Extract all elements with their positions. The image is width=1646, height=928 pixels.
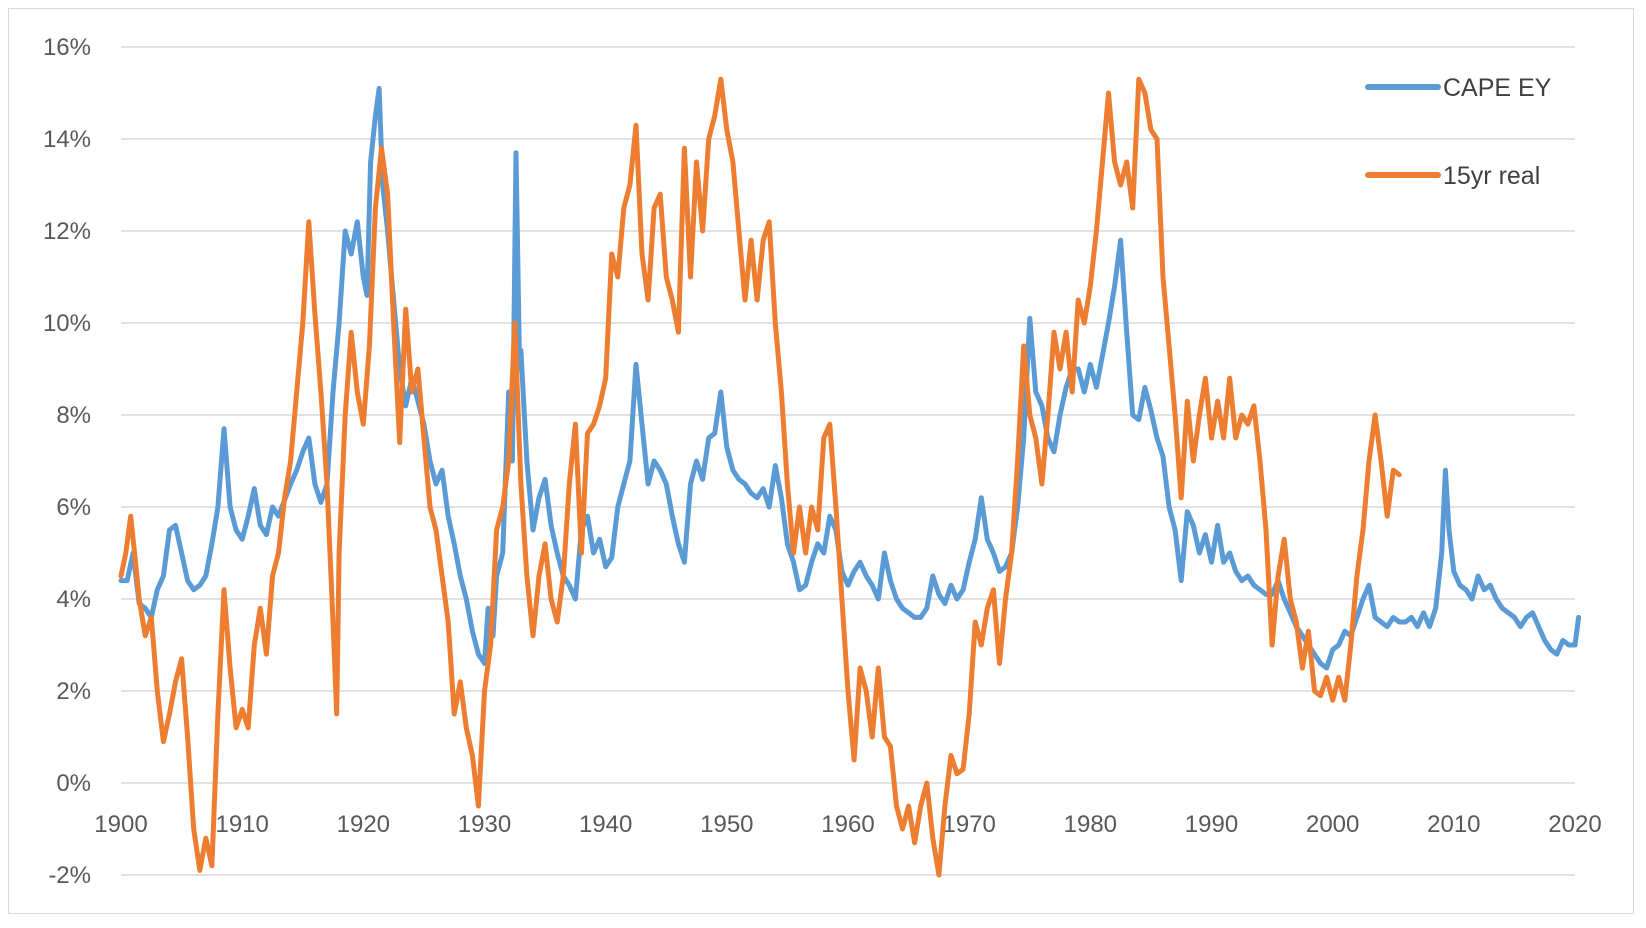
y-tick-label: 2% bbox=[56, 678, 91, 705]
series-line-1 bbox=[118, 76, 1402, 878]
y-tick-label: 16% bbox=[43, 34, 91, 61]
x-tick-label: 1930 bbox=[458, 811, 511, 838]
legend-label: 15yr real bbox=[1443, 162, 1540, 190]
x-axis-ticks: 1900 1910 1920 1930 1940 1950 1960 1970 1980 1990… bbox=[94, 811, 1601, 838]
x-tick-label: 1960 bbox=[821, 811, 874, 838]
x-tick-label: 2010 bbox=[1427, 811, 1480, 838]
x-tick-label: 1950 bbox=[700, 811, 753, 838]
gridlines bbox=[121, 46, 1575, 876]
y-axis-ticks: -2% 0% 2% 4% 6% 8% 10% 12% 14% 16% bbox=[43, 34, 91, 889]
y-tick-label: 4% bbox=[56, 586, 91, 613]
legend: CAPE EY 15yr real bbox=[1365, 74, 1552, 190]
series-lines bbox=[118, 76, 1582, 878]
y-tick-label: 0% bbox=[56, 770, 91, 797]
y-tick-label: 12% bbox=[43, 218, 91, 245]
x-tick-label: 1980 bbox=[1064, 811, 1117, 838]
y-tick-label: 14% bbox=[43, 126, 91, 153]
chart-frame bbox=[8, 8, 1634, 914]
x-tick-label: 1990 bbox=[1185, 811, 1238, 838]
y-tick-label: 8% bbox=[56, 402, 91, 429]
y-tick-label: 10% bbox=[43, 310, 91, 337]
x-tick-label: 1900 bbox=[94, 811, 147, 838]
x-tick-label: 1920 bbox=[337, 811, 390, 838]
x-tick-label: 2020 bbox=[1548, 811, 1601, 838]
x-tick-label: 1940 bbox=[579, 811, 632, 838]
x-tick-label: 1970 bbox=[942, 811, 995, 838]
legend-label: CAPE EY bbox=[1443, 74, 1552, 102]
x-tick-label: 2000 bbox=[1306, 811, 1359, 838]
y-tick-label: 6% bbox=[56, 494, 91, 521]
y-tick-label: -2% bbox=[48, 862, 91, 889]
x-tick-label: 1910 bbox=[215, 811, 268, 838]
